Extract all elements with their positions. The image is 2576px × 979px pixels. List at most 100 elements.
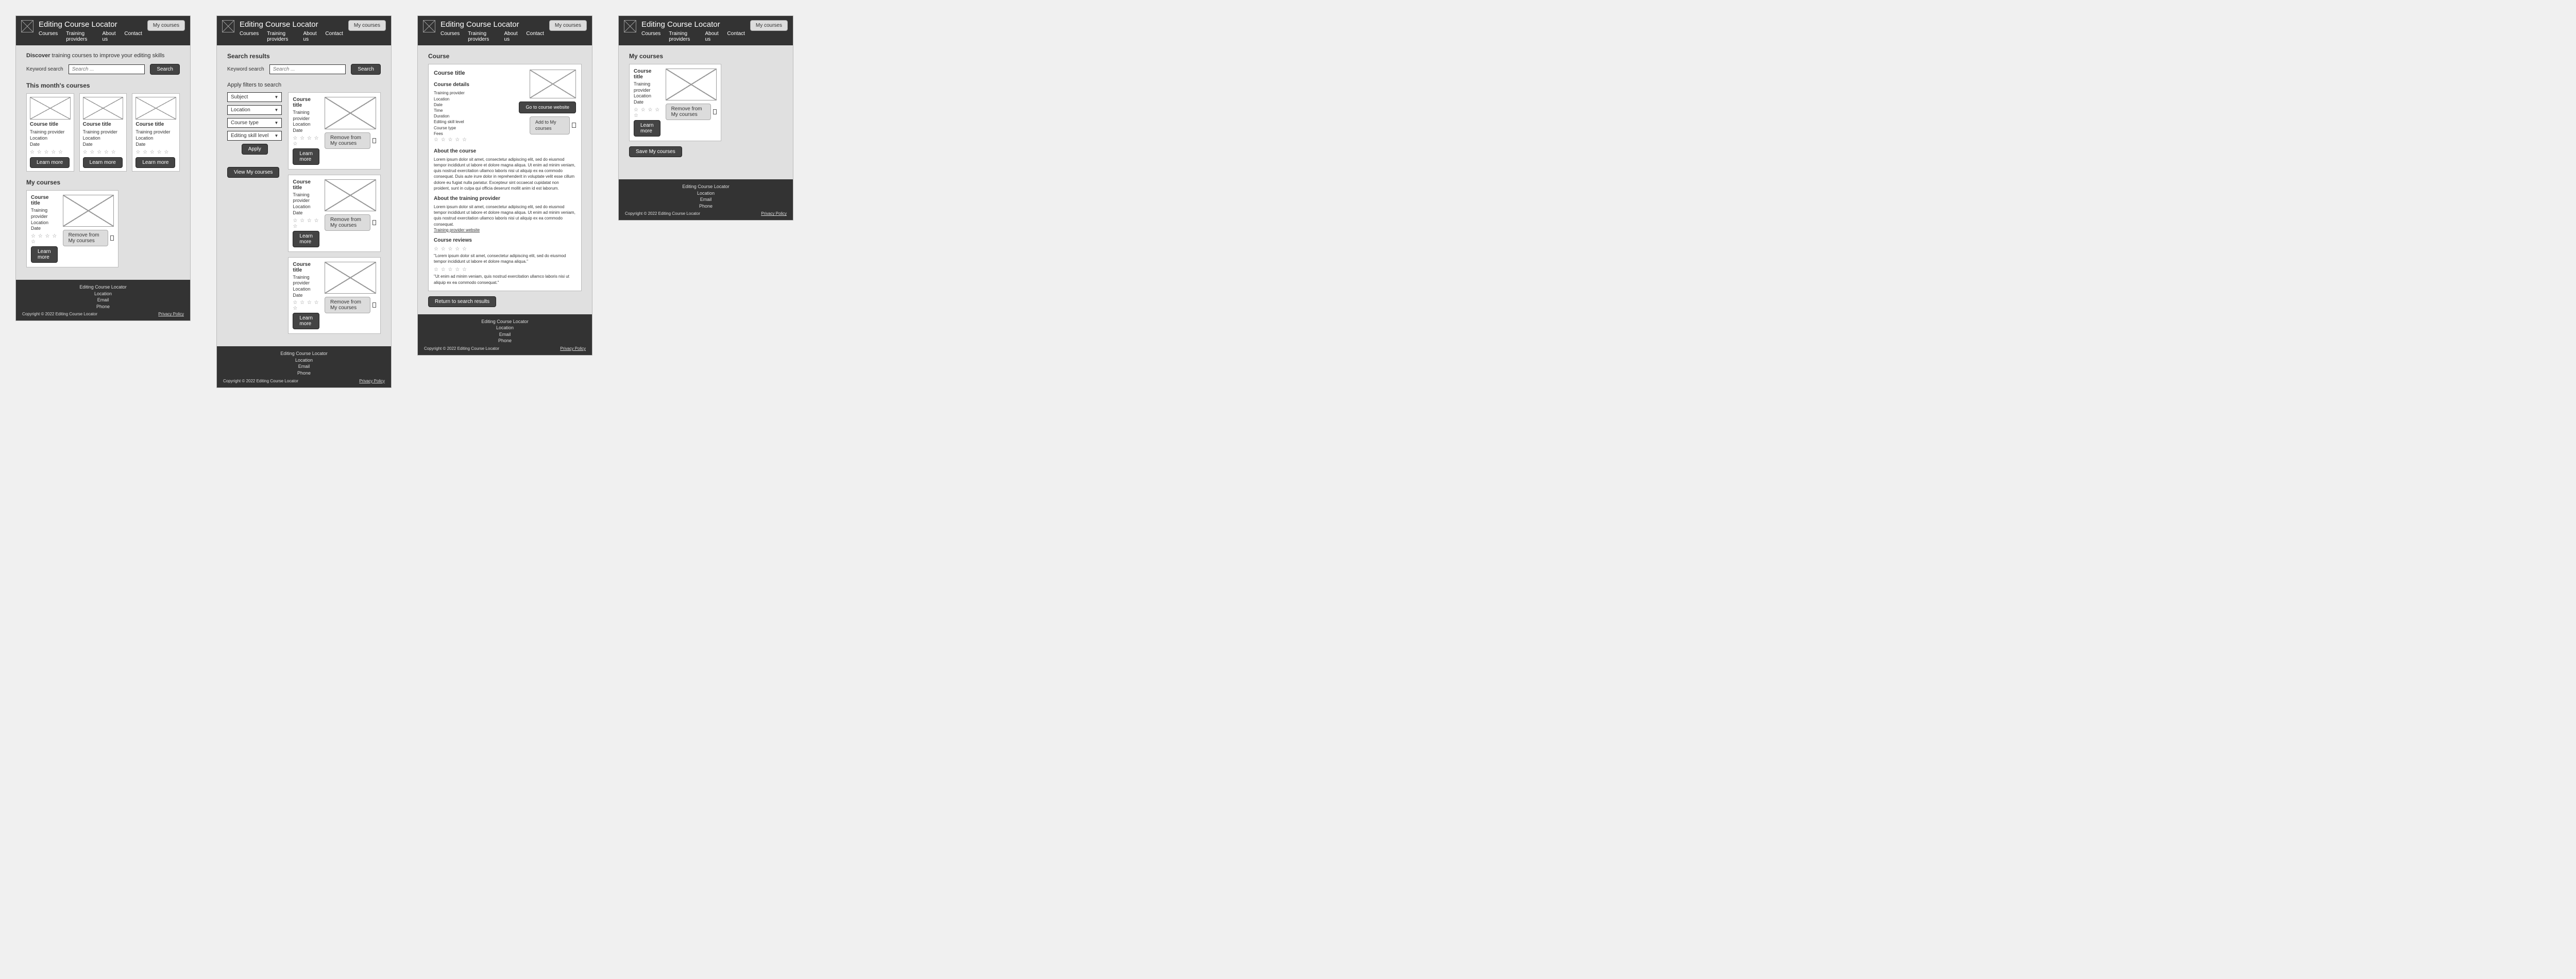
- copyright: Copyright © 2022 Editing Course Locator: [424, 346, 499, 351]
- apply-filters-button[interactable]: Apply: [242, 144, 268, 155]
- remove-checkbox[interactable]: [713, 109, 717, 114]
- remove-checkbox[interactable]: [372, 302, 376, 308]
- main-nav: Courses Training providers About us Cont…: [39, 31, 142, 45]
- remove-checkbox[interactable]: [372, 220, 376, 225]
- nav-about[interactable]: About us: [504, 31, 518, 42]
- nav-about[interactable]: About us: [103, 31, 116, 42]
- my-courses-button[interactable]: My courses: [147, 20, 185, 31]
- filter-subject[interactable]: Subject▼: [227, 92, 282, 102]
- course-meta: Training providerLocationDate: [30, 129, 71, 147]
- nav-contact[interactable]: Contact: [727, 31, 744, 42]
- nav-about[interactable]: About us: [303, 31, 317, 42]
- learn-more-button[interactable]: Learn more: [293, 231, 319, 247]
- search-input[interactable]: [69, 64, 145, 74]
- review-text: "Lorem ipsum dolor sit amet, consectetur…: [434, 253, 576, 264]
- site-title: Editing Course Locator: [240, 20, 343, 29]
- save-my-courses-button[interactable]: Save My courses: [629, 146, 682, 157]
- page-home: Editing Course Locator Courses Training …: [15, 15, 191, 321]
- course-meta: Training providerLocationDate: [83, 129, 124, 147]
- header: Editing Course Locator Courses Training …: [217, 16, 391, 45]
- nav-providers[interactable]: Training providers: [669, 31, 697, 42]
- rating-stars: ☆ ☆ ☆ ☆ ☆: [434, 137, 524, 144]
- page-course-detail: Editing Course Locator Courses Training …: [417, 15, 592, 356]
- go-to-course-website-button[interactable]: Go to course website: [519, 102, 576, 113]
- main-nav: Courses Training providers About us Cont…: [440, 31, 544, 45]
- search-button[interactable]: Search: [351, 64, 381, 75]
- site-title: Editing Course Locator: [641, 20, 745, 29]
- rating-stars: ☆ ☆ ☆ ☆ ☆: [83, 149, 124, 155]
- filter-course-type[interactable]: Course type▼: [227, 118, 282, 128]
- remove-button[interactable]: Remove from My courses: [325, 297, 370, 313]
- learn-more-button[interactable]: Learn more: [30, 157, 70, 168]
- course-details-heading: Course details: [434, 81, 524, 89]
- remove-button[interactable]: Remove from My courses: [63, 230, 109, 246]
- footer-org: Editing Course Locator: [22, 284, 184, 291]
- tagline: Discover training courses to improve you…: [26, 53, 180, 59]
- privacy-link[interactable]: Privacy Policy: [560, 346, 586, 351]
- course-title: Course title: [293, 179, 319, 191]
- review-text: "Ut enim ad minim veniam, quis nostrud e…: [434, 274, 576, 285]
- filter-skill-level[interactable]: Editing skill level▼: [227, 131, 282, 141]
- add-checkbox[interactable]: [572, 123, 576, 128]
- remove-button[interactable]: Remove from My courses: [666, 104, 711, 120]
- add-to-my-courses-button[interactable]: Add to My courses: [530, 116, 570, 134]
- course-title: Course title: [293, 97, 319, 108]
- filter-location[interactable]: Location▼: [227, 105, 282, 115]
- page-my-courses: Editing Course Locator Courses Training …: [618, 15, 793, 221]
- remove-button[interactable]: Remove from My courses: [325, 214, 370, 231]
- nav-contact[interactable]: Contact: [325, 31, 343, 42]
- nav-providers[interactable]: Training providers: [66, 31, 94, 42]
- nav-courses[interactable]: Courses: [440, 31, 460, 42]
- my-courses-button[interactable]: My courses: [348, 20, 386, 31]
- nav-courses[interactable]: Courses: [39, 31, 58, 42]
- privacy-link[interactable]: Privacy Policy: [359, 379, 385, 383]
- page-heading: Course: [428, 53, 582, 60]
- header: Editing Course Locator Courses Training …: [418, 16, 592, 45]
- reviews-heading: Course reviews: [434, 237, 576, 244]
- my-courses-button[interactable]: My courses: [750, 20, 788, 31]
- learn-more-button[interactable]: Learn more: [135, 157, 175, 168]
- remove-checkbox[interactable]: [110, 235, 114, 241]
- privacy-link[interactable]: Privacy Policy: [158, 312, 184, 316]
- logo-icon: [423, 20, 435, 32]
- learn-more-button[interactable]: Learn more: [83, 157, 123, 168]
- logo-icon: [222, 20, 234, 32]
- result-card: Course title Training providerLocationDa…: [288, 92, 381, 170]
- main-nav: Courses Training providers About us Cont…: [240, 31, 343, 45]
- return-to-results-button[interactable]: Return to search results: [428, 296, 496, 307]
- learn-more-button[interactable]: Learn more: [293, 313, 319, 329]
- footer: Editing Course Locator Location Email Ph…: [418, 314, 592, 355]
- nav-courses[interactable]: Courses: [240, 31, 259, 42]
- nav-providers[interactable]: Training providers: [267, 31, 295, 42]
- this-month-heading: This month's courses: [26, 82, 180, 89]
- my-courses-button[interactable]: My courses: [549, 20, 587, 31]
- course-title: Course title: [434, 70, 524, 77]
- learn-more-button[interactable]: Learn more: [634, 120, 660, 137]
- page-heading: My courses: [629, 53, 783, 60]
- site-title: Editing Course Locator: [440, 20, 544, 29]
- remove-checkbox[interactable]: [372, 138, 376, 143]
- search-input[interactable]: [269, 64, 346, 74]
- nav-contact[interactable]: Contact: [526, 31, 544, 42]
- tagline-bold: Discover: [26, 53, 50, 59]
- nav-courses[interactable]: Courses: [641, 31, 660, 42]
- learn-more-button[interactable]: Learn more: [293, 148, 319, 165]
- header: Editing Course Locator Courses Training …: [619, 16, 793, 45]
- course-title: Course title: [135, 122, 176, 127]
- nav-contact[interactable]: Contact: [124, 31, 142, 42]
- course-image-placeholder: [666, 69, 717, 100]
- privacy-link[interactable]: Privacy Policy: [761, 211, 787, 216]
- view-my-courses-button[interactable]: View My courses: [227, 167, 279, 178]
- remove-button[interactable]: Remove from My courses: [325, 132, 370, 149]
- chevron-down-icon: ▼: [275, 108, 279, 112]
- about-course-heading: About the course: [434, 148, 576, 155]
- course-card: Course title Training providerLocationDa…: [26, 93, 74, 172]
- about-provider-heading: About the training provider: [434, 195, 576, 202]
- nav-about[interactable]: About us: [705, 31, 719, 42]
- provider-website-link[interactable]: Training provider website: [434, 227, 576, 233]
- main-nav: Courses Training providers About us Cont…: [641, 31, 745, 45]
- nav-providers[interactable]: Training providers: [468, 31, 496, 42]
- learn-more-button[interactable]: Learn more: [31, 246, 58, 263]
- course-image-placeholder: [530, 70, 576, 98]
- search-button[interactable]: Search: [150, 64, 180, 75]
